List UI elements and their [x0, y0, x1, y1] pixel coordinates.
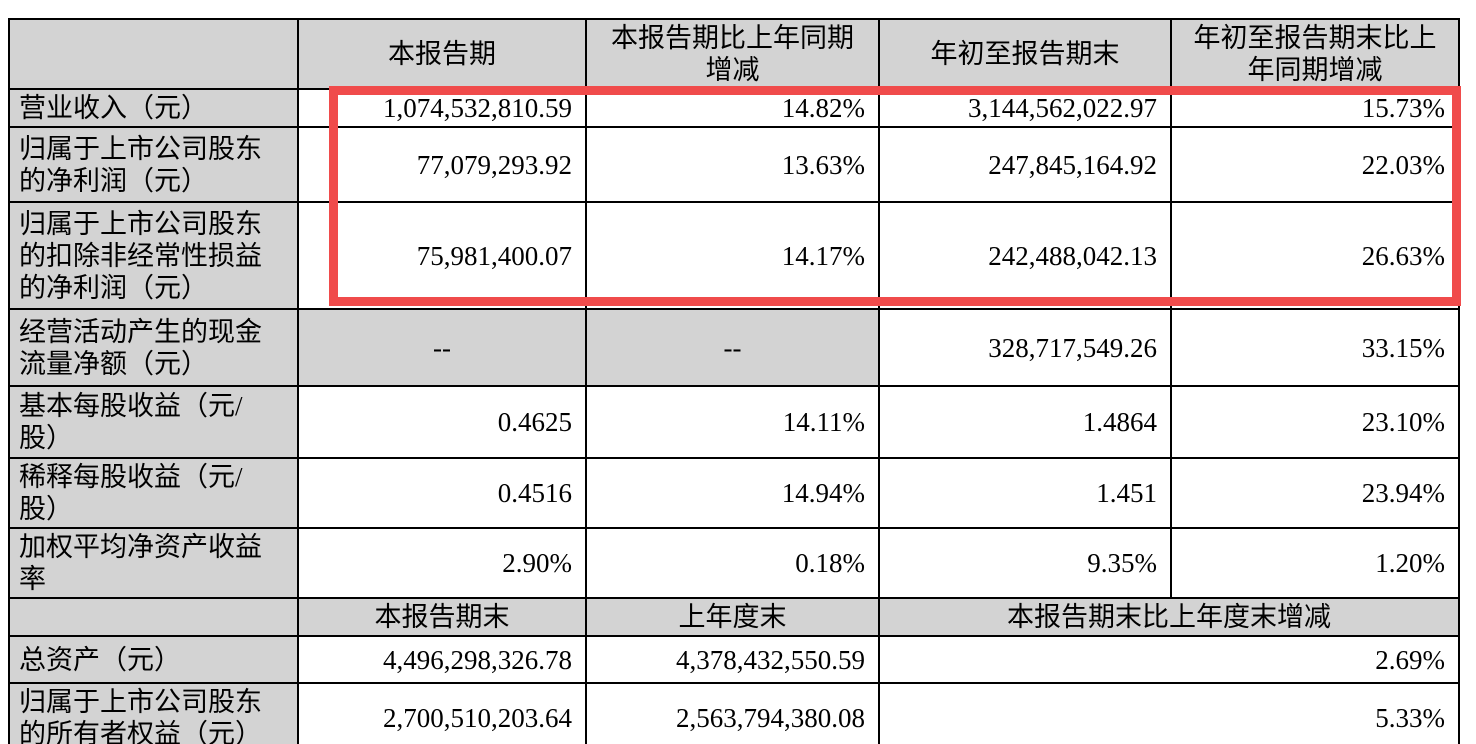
value-cell: 2,563,794,380.08	[585, 682, 880, 744]
value-cell: 4,496,298,326.78	[297, 635, 587, 684]
table-header-row-period: 本报告期 本报告期比上年同期增减 年初至报告期末 年初至报告期末比上年同期增减	[8, 18, 1460, 90]
value-cell: 1.4864	[878, 385, 1172, 459]
value-cell: 14.94%	[585, 457, 880, 529]
value-cell-na: --	[297, 308, 587, 387]
header-year-to-date: 年初至报告期末	[878, 18, 1172, 90]
table-row-equity-attributable-to-shareholders: 归属于上市公司股东的所有者权益（元） 2,700,510,203.64 2,56…	[8, 682, 1460, 744]
value-cell: 23.10%	[1170, 385, 1460, 459]
value-cell: 1.451	[878, 457, 1172, 529]
header-year-to-date-yoy-change: 年初至报告期末比上年同期增减	[1170, 18, 1460, 90]
value-cell: 0.4625	[297, 385, 587, 459]
header-period-end-vs-prior-year-end-change: 本报告期末比上年度末增减	[878, 597, 1460, 637]
table-row-diluted-eps: 稀释每股收益（元/股） 0.4516 14.94% 1.451 23.94%	[8, 457, 1460, 529]
header-current-period-yoy-change: 本报告期比上年同期增减	[585, 18, 880, 90]
value-cell: 77,079,293.92	[297, 126, 587, 203]
row-label-cell: 营业收入（元）	[8, 88, 299, 128]
value-cell: 9.35%	[878, 527, 1172, 599]
empty-corner-cell	[8, 18, 299, 90]
header-current-period: 本报告期	[297, 18, 587, 90]
row-label-cell: 归属于上市公司股东的所有者权益（元）	[8, 682, 299, 744]
value-cell: 14.82%	[585, 88, 880, 128]
report-kpi-table: 本报告期 本报告期比上年同期增减 年初至报告期末 年初至报告期末比上年同期增减 …	[8, 18, 1460, 744]
table-row-basic-eps: 基本每股收益（元/股） 0.4625 14.11% 1.4864 23.10%	[8, 385, 1460, 459]
value-cell: 2.90%	[297, 527, 587, 599]
value-cell: 2,700,510,203.64	[297, 682, 587, 744]
value-cell: 0.18%	[585, 527, 880, 599]
value-cell: 4,378,432,550.59	[585, 635, 880, 684]
value-cell: 22.03%	[1170, 126, 1460, 203]
value-cell: 14.17%	[585, 201, 880, 310]
value-cell: 242,488,042.13	[878, 201, 1172, 310]
value-cell: 14.11%	[585, 385, 880, 459]
row-label-cell: 加权平均净资产收益率	[8, 527, 299, 599]
header-end-of-current-period: 本报告期末	[297, 597, 587, 637]
value-cell: 247,845,164.92	[878, 126, 1172, 203]
table-row-net-profit: 归属于上市公司股东的净利润（元） 77,079,293.92 13.63% 24…	[8, 126, 1460, 203]
value-cell: 328,717,549.26	[878, 308, 1172, 387]
value-cell: 13.63%	[585, 126, 880, 203]
value-cell-na: --	[585, 308, 880, 387]
row-label-cell: 稀释每股收益（元/股）	[8, 457, 299, 529]
table-row-revenue: 营业收入（元） 1,074,532,810.59 14.82% 3,144,56…	[8, 88, 1460, 128]
table-row-total-assets: 总资产（元） 4,496,298,326.78 4,378,432,550.59…	[8, 635, 1460, 684]
value-cell: 2.69%	[878, 635, 1460, 684]
table-row-operating-cash-flow: 经营活动产生的现金流量净额（元） -- -- 328,717,549.26 33…	[8, 308, 1460, 387]
value-cell: 23.94%	[1170, 457, 1460, 529]
table-row-net-profit-excl-nonrecurring: 归属于上市公司股东的扣除非经常性损益的净利润（元） 75,981,400.07 …	[8, 201, 1460, 310]
value-cell: 0.4516	[297, 457, 587, 529]
empty-corner-cell	[8, 597, 299, 637]
value-cell: 33.15%	[1170, 308, 1460, 387]
value-cell: 1.20%	[1170, 527, 1460, 599]
table-row-weighted-avg-roe: 加权平均净资产收益率 2.90% 0.18% 9.35% 1.20%	[8, 527, 1460, 599]
table-header-row-period-end: 本报告期末 上年度末 本报告期末比上年度末增减	[8, 597, 1460, 637]
row-label-cell: 总资产（元）	[8, 635, 299, 684]
row-label-cell: 基本每股收益（元/股）	[8, 385, 299, 459]
value-cell: 1,074,532,810.59	[297, 88, 587, 128]
value-cell: 26.63%	[1170, 201, 1460, 310]
value-cell: 75,981,400.07	[297, 201, 587, 310]
value-cell: 15.73%	[1170, 88, 1460, 128]
row-label-cell: 经营活动产生的现金流量净额（元）	[8, 308, 299, 387]
row-label-cell: 归属于上市公司股东的净利润（元）	[8, 126, 299, 203]
header-end-of-prior-year: 上年度末	[585, 597, 880, 637]
value-cell: 5.33%	[878, 682, 1460, 744]
row-label-cell: 归属于上市公司股东的扣除非经常性损益的净利润（元）	[8, 201, 299, 310]
value-cell: 3,144,562,022.97	[878, 88, 1172, 128]
